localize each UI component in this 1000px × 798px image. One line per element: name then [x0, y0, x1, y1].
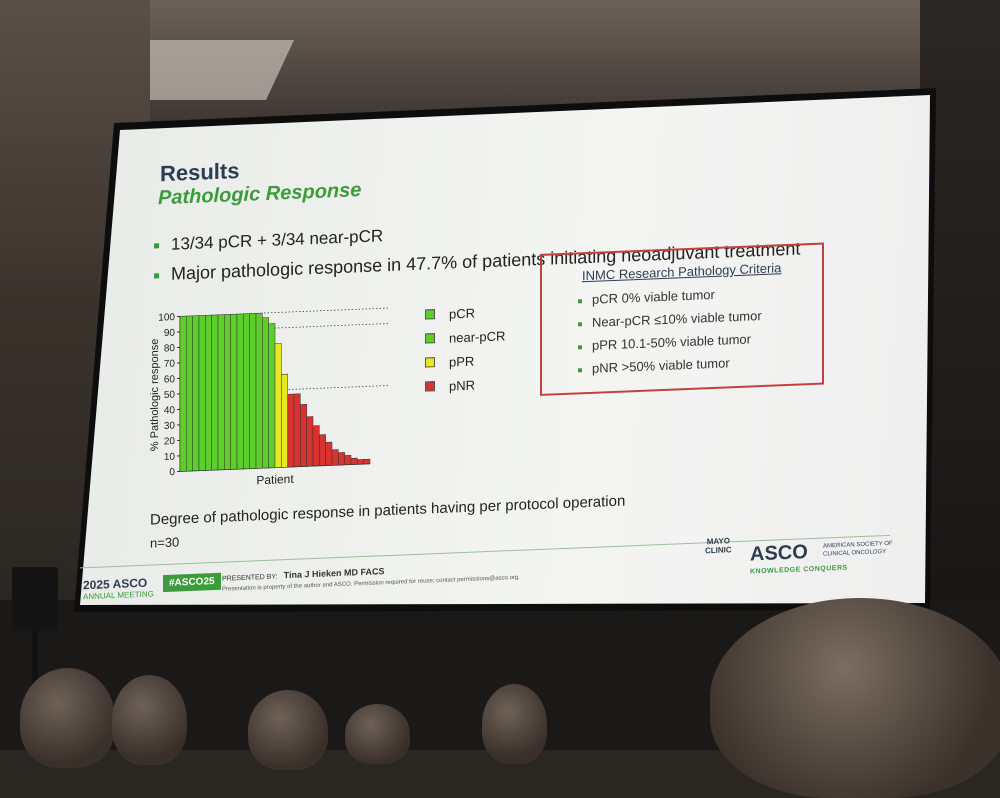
bar	[351, 458, 357, 464]
bar	[237, 314, 243, 469]
asco-org-name: AMERICAN SOCIETY OF CLINICAL ONCOLOGY	[823, 539, 903, 558]
bar	[218, 315, 224, 470]
legend-swatch	[425, 333, 435, 343]
bar	[307, 416, 313, 466]
legend-label: pPR	[449, 353, 474, 369]
y-tick-label: 90	[164, 328, 176, 339]
chart-legend: pCR near-pCR pPR pNR	[425, 299, 505, 398]
criteria-text: pNR >50% viable tumor	[592, 355, 730, 376]
hashtag-badge: #ASCO25	[163, 573, 221, 592]
bullet-marker	[578, 345, 582, 349]
bar	[300, 404, 306, 466]
bar	[281, 374, 287, 467]
bar	[199, 315, 205, 470]
bar	[288, 394, 294, 467]
y-tick-label: 20	[164, 436, 176, 447]
bar	[338, 452, 344, 465]
y-tick-label: 80	[164, 343, 176, 354]
slide: Results Pathologic Response 13/34 pCR + …	[140, 119, 920, 610]
bar	[262, 317, 268, 468]
bar	[231, 314, 237, 469]
y-tick-label: 50	[164, 390, 176, 401]
meeting-label: ANNUAL MEETING	[83, 589, 154, 601]
criteria-box: INMC Research Pathology Criteria pCR 0% …	[540, 243, 824, 396]
bar	[212, 315, 218, 470]
legend-label: pCR	[449, 305, 475, 321]
bar	[250, 313, 256, 468]
asco-tagline: KNOWLEDGE CONQUERS	[750, 565, 848, 576]
audience-head	[248, 690, 328, 770]
criteria-title: INMC Research Pathology Criteria	[582, 260, 781, 283]
bullet-marker	[578, 322, 582, 326]
bar	[186, 316, 192, 471]
meeting-org: ASCO	[113, 576, 148, 591]
bar	[275, 343, 281, 467]
audience-head	[20, 668, 115, 768]
audience-head	[112, 675, 187, 765]
y-tick-label: 60	[164, 374, 176, 385]
mayo-line-2: CLINIC	[705, 545, 732, 555]
response-chart: 0 10 20 30 40 50 60 70 80 90 100 % Pathologic respo…	[150, 287, 410, 502]
y-tick-label: 30	[164, 421, 176, 432]
bar	[269, 323, 275, 467]
x-axis-title: Patient	[256, 472, 294, 488]
audience-head-foreground	[710, 598, 1000, 798]
bar	[224, 314, 230, 469]
legend-item-pcr: pCR	[425, 299, 505, 326]
y-tick-label: 0	[169, 467, 175, 478]
bar	[319, 435, 325, 466]
criteria-item: Near-pCR ≤10% viable tumor	[578, 308, 762, 330]
bullet-1: 13/34 pCR + 3/34 near-pCR	[154, 226, 383, 255]
y-axis-title: % Pathologic response	[150, 338, 161, 451]
bar	[256, 313, 262, 468]
legend-label: near-pCR	[449, 328, 505, 345]
legend-swatch	[425, 381, 435, 391]
criteria-item: pNR >50% viable tumor	[578, 355, 730, 376]
audience-head	[345, 704, 410, 764]
audience-head	[482, 684, 547, 764]
meeting-year: 2025	[83, 577, 110, 592]
criteria-item: pCR 0% viable tumor	[578, 287, 715, 307]
y-tick-label: 40	[164, 405, 176, 416]
legend-item-pnr: pNR	[425, 371, 505, 398]
bullet-marker	[154, 273, 159, 278]
bar	[294, 394, 300, 467]
bar	[364, 459, 370, 464]
slide-title: Results	[160, 158, 239, 187]
bar	[326, 442, 332, 466]
bar	[180, 316, 186, 471]
y-tick-label: 10	[164, 452, 176, 463]
legend-label: pNR	[449, 377, 475, 393]
legend-item-ppr: pPR	[425, 347, 505, 374]
bar	[313, 425, 319, 466]
presented-by-label: PRESENTED BY:	[222, 573, 278, 582]
sample-size: n=30	[150, 534, 179, 550]
bullet-marker	[154, 243, 159, 248]
criteria-text: Near-pCR ≤10% viable tumor	[592, 308, 762, 330]
criteria-text: pPR 10.1-50% viable tumor	[592, 331, 751, 352]
bullet-marker	[578, 368, 582, 372]
legend-swatch	[425, 357, 435, 367]
bar	[357, 459, 363, 464]
legend-swatch	[425, 309, 435, 319]
bullet-text: 13/34 pCR + 3/34 near-pCR	[171, 226, 383, 254]
y-tick-label: 70	[164, 359, 176, 370]
speaker	[12, 567, 58, 631]
bar	[193, 316, 199, 471]
criteria-text: pCR 0% viable tumor	[592, 287, 715, 307]
criteria-item: pPR 10.1-50% viable tumor	[578, 331, 751, 353]
y-tick-label: 100	[158, 312, 175, 324]
bar	[243, 314, 249, 469]
bar	[345, 455, 351, 465]
presenter-name: Tina J Hieken MD FACS	[284, 566, 385, 580]
legend-item-near-pcr: near-pCR	[425, 323, 505, 350]
bar	[205, 315, 211, 470]
asco-brand-logo: ASCO	[750, 541, 808, 566]
bullet-marker	[578, 299, 582, 303]
bar	[332, 450, 338, 466]
